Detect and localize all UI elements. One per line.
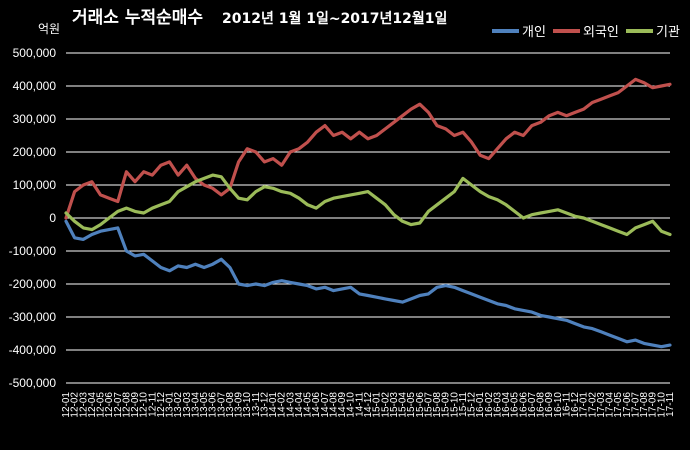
x-tick-label: 15-01: [372, 392, 383, 418]
x-tick-label: 14-10: [346, 392, 357, 418]
y-axis-ticks: 500,000 400,000 300,000 200,000 100,000 0 -100…: [9, 46, 57, 390]
chart-title-main: 거래소 누적순매수: [72, 8, 203, 28]
x-axis-ticks: 12-0112-0212-0312-0412-0512-0612-0712-08…: [61, 392, 676, 418]
x-tick-label: 16-07: [527, 392, 538, 418]
x-tick-label: 13-02: [173, 392, 184, 418]
x-tick-label: 12-12: [156, 392, 167, 418]
x-tick-label: 16-01: [475, 392, 486, 418]
x-tick-label: 12-02: [70, 392, 81, 418]
y-tick-label: -500,000: [9, 376, 57, 390]
x-tick-label: 15-11: [458, 392, 469, 417]
x-tick-label: 15-10: [449, 392, 460, 418]
x-tick-label: 14-02: [277, 392, 288, 418]
series-line-기관: [64, 173, 672, 237]
y-tick-label: 100,000: [13, 178, 57, 192]
series-line-개인: [64, 219, 672, 349]
x-tick-label: 16-11: [561, 392, 572, 417]
x-tick-label: 17-04: [605, 392, 616, 418]
x-tick-label: 15-09: [441, 392, 452, 418]
x-tick-label: 16-05: [510, 392, 521, 418]
y-axis-unit-label: 억원: [38, 22, 60, 36]
series-line-외국인: [64, 77, 672, 220]
x-tick-label: 12-05: [96, 392, 107, 418]
x-tick-label: 13-08: [225, 392, 236, 418]
x-tick-label: 17-05: [613, 392, 624, 418]
x-tick-label: 16-10: [553, 392, 564, 418]
x-tick-label: 13-12: [259, 392, 270, 418]
x-tick-label: 14-04: [294, 392, 305, 418]
x-tick-label: 16-08: [536, 392, 547, 418]
x-tick-label: 12-08: [121, 392, 132, 418]
x-tick-label: 14-09: [337, 392, 348, 418]
data-series: [64, 77, 672, 349]
x-tick-label: 15-03: [389, 392, 400, 418]
x-tick-label: 13-11: [251, 392, 262, 417]
x-tick-label: 12-07: [113, 392, 124, 418]
x-tick-label: 14-05: [303, 392, 314, 418]
x-tick-label: 14-07: [320, 392, 331, 418]
y-tick-label: 400,000: [13, 79, 57, 93]
grid-lines: [66, 52, 670, 384]
x-tick-label: 13-06: [208, 392, 219, 418]
x-tick-label: 13-10: [242, 392, 253, 418]
x-tick-label: 15-04: [398, 392, 409, 418]
x-tick-label: 14-12: [363, 392, 374, 418]
y-tick-label: 0: [49, 211, 56, 225]
legend-label: 외국인: [583, 25, 619, 40]
x-tick-label: 13-07: [216, 392, 227, 418]
x-tick-label: 13-03: [182, 392, 193, 418]
x-tick-label: 16-03: [492, 392, 503, 418]
y-tick-label: 500,000: [13, 46, 57, 60]
x-tick-label: 14-08: [328, 392, 339, 418]
chart-title-period: 2012년 1월 1일~2017년12월1일: [222, 10, 447, 27]
x-tick-label: 17-03: [596, 392, 607, 418]
x-tick-label: 12-01: [61, 392, 72, 418]
x-tick-label: 17-06: [622, 392, 633, 418]
x-tick-label: 12-09: [130, 392, 141, 418]
y-tick-label: -300,000: [9, 310, 57, 324]
x-tick-label: 17-10: [656, 392, 667, 418]
x-tick-label: 16-02: [484, 392, 495, 418]
x-tick-label: 15-05: [406, 392, 417, 418]
x-tick-label: 17-02: [587, 392, 598, 418]
y-tick-label: -100,000: [9, 244, 57, 258]
x-tick-label: 12-11: [147, 392, 158, 417]
x-tick-label: 17-08: [639, 392, 650, 418]
x-tick-label: 15-07: [423, 392, 434, 418]
x-tick-label: 12-06: [104, 392, 115, 418]
x-tick-label: 17-09: [648, 392, 659, 418]
legend-label: 개인: [522, 25, 546, 40]
x-tick-label: 17-01: [579, 392, 590, 418]
x-tick-label: 15-12: [467, 392, 478, 418]
y-tick-label: -400,000: [9, 343, 57, 357]
x-tick-label: 14-06: [311, 392, 322, 418]
y-tick-label: 300,000: [13, 112, 57, 126]
x-tick-label: 16-09: [544, 392, 555, 418]
x-tick-label: 13-05: [199, 392, 210, 418]
x-tick-label: 17-07: [630, 392, 641, 418]
x-tick-label: 16-06: [518, 392, 529, 418]
x-tick-label: 16-12: [570, 392, 581, 418]
x-tick-label: 15-06: [415, 392, 426, 418]
x-tick-label: 16-04: [501, 392, 512, 418]
x-tick-label: 14-01: [268, 392, 279, 418]
y-tick-label: 200,000: [13, 145, 57, 159]
x-tick-label: 14-11: [354, 392, 365, 417]
x-tick-label: 14-03: [285, 392, 296, 418]
x-tick-label: 12-10: [139, 392, 150, 418]
x-tick-label: 15-08: [432, 392, 443, 418]
x-tick-label: 13-09: [234, 392, 245, 418]
y-tick-label: -200,000: [9, 277, 57, 291]
legend-label: 기관: [656, 25, 680, 40]
legend: 개인 외국인 기관: [492, 25, 680, 40]
x-tick-label: 13-01: [165, 392, 176, 418]
x-tick-label: 12-03: [78, 392, 89, 418]
x-tick-label: 15-02: [380, 392, 391, 418]
x-tick-label: 12-04: [87, 392, 98, 418]
x-tick-label: 17-11: [665, 392, 676, 417]
x-tick-label: 13-04: [190, 392, 201, 418]
